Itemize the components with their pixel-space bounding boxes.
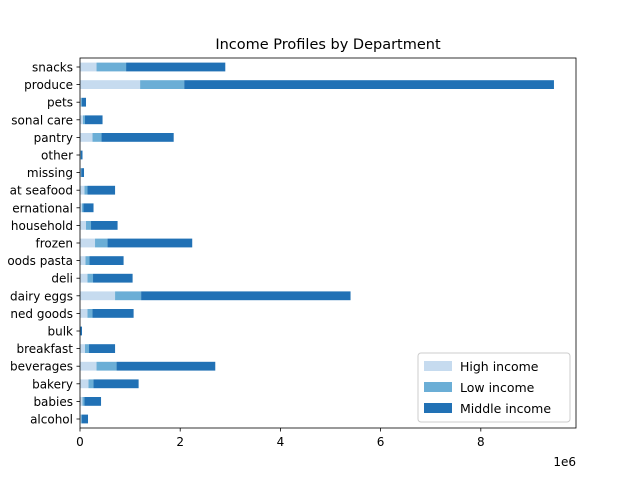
bar-canned-goods-low-income xyxy=(87,309,93,318)
y-tick-label: at seafood xyxy=(10,184,73,198)
bar-produce-low-income xyxy=(140,80,185,89)
y-tick-label: ned goods xyxy=(10,307,73,321)
bar-pantry-low-income xyxy=(92,133,102,142)
bar-household-high-income xyxy=(80,221,87,230)
bar-snacks-low-income xyxy=(96,62,127,72)
bar-pets-low-income xyxy=(81,97,83,107)
y-tick-label: dairy eggs xyxy=(10,289,73,303)
bar-household-middle-income xyxy=(91,221,118,230)
bar-beverages-middle-income xyxy=(116,361,216,371)
legend: High income Low income Middle income xyxy=(417,352,571,423)
bar-produce-high-income xyxy=(80,80,141,89)
bar-frozen-high-income xyxy=(80,238,96,248)
x-tick-label: 4 xyxy=(277,435,285,449)
y-tick-label: snacks xyxy=(32,61,73,75)
bar-breakfast-low-income xyxy=(85,344,90,353)
legend-swatch-middle-income xyxy=(424,403,452,413)
bar-other-middle-income xyxy=(80,150,83,160)
x-axis-offset-label: 1e6 xyxy=(553,455,576,469)
bar-international-middle-income xyxy=(83,203,94,213)
bar-breakfast-high-income xyxy=(80,344,86,353)
bars-group xyxy=(80,62,554,424)
bar-breakfast-middle-income xyxy=(89,344,116,353)
bar-international-low-income xyxy=(82,203,84,213)
x-tick-label: 2 xyxy=(176,435,184,449)
x-tick-label: 0 xyxy=(76,435,84,449)
y-tick-label: frozen xyxy=(35,237,73,251)
bar-babies-middle-income xyxy=(84,397,102,406)
bar-international-high-income xyxy=(80,203,83,213)
bar-bulk-middle-income xyxy=(80,326,83,336)
bar-dairy-eggs-low-income xyxy=(115,291,142,301)
bar-dry-goods-pasta-low-income xyxy=(85,256,90,265)
bar-pantry-high-income xyxy=(80,133,93,142)
y-tick-label: oods pasta xyxy=(7,254,73,268)
bar-dairy-eggs-high-income xyxy=(80,291,116,301)
bar-pantry-middle-income xyxy=(101,133,174,142)
y-tick-label: pets xyxy=(47,96,73,110)
bar-pets-middle-income xyxy=(82,97,87,107)
legend-swatch-low-income xyxy=(424,382,452,392)
bar-frozen-middle-income xyxy=(107,238,193,248)
bar-snacks-high-income xyxy=(80,62,97,72)
x-tick-label: 8 xyxy=(477,435,485,449)
bar-dairy-eggs-middle-income xyxy=(141,291,351,301)
bar-alcohol-low-income xyxy=(81,414,82,424)
bar-dry-goods-pasta-middle-income xyxy=(89,256,124,265)
bar-meat-seafood-high-income xyxy=(80,185,85,195)
y-tick-label: deli xyxy=(51,272,73,286)
bar-beverages-high-income xyxy=(80,361,97,371)
chart-title: Income Profiles by Department xyxy=(215,37,441,53)
bar-frozen-low-income xyxy=(95,238,108,248)
plot-frame xyxy=(79,57,577,429)
bar-babies-high-income xyxy=(80,397,83,406)
y-tick-label: household xyxy=(11,219,73,233)
bar-alcohol-middle-income xyxy=(81,414,89,424)
y-tick-label: other xyxy=(41,149,73,163)
bar-canned-goods-middle-income xyxy=(92,309,134,318)
x-tick-label: 6 xyxy=(377,435,385,449)
bar-dry-goods-pasta-high-income xyxy=(80,256,86,265)
bar-personal-care-middle-income xyxy=(85,115,103,125)
bar-bakery-middle-income xyxy=(93,379,139,389)
bar-missing-middle-income xyxy=(81,168,85,177)
bar-deli-high-income xyxy=(80,273,88,283)
legend-swatch-high-income xyxy=(424,361,452,371)
bar-meat-seafood-middle-income xyxy=(87,185,116,195)
y-tick-label: babies xyxy=(33,395,73,409)
y-tick-label: breakfast xyxy=(16,342,73,356)
y-tick-label: produce xyxy=(24,78,73,92)
bar-snacks-middle-income xyxy=(126,62,226,72)
x-axis-ticks: 0 2 4 6 8 xyxy=(76,428,485,449)
bar-canned-goods-high-income xyxy=(80,309,88,318)
y-tick-label: beverages xyxy=(10,360,73,374)
y-tick-label: sonal care xyxy=(11,113,73,127)
bar-meat-seafood-low-income xyxy=(84,185,88,195)
legend-box xyxy=(417,352,571,423)
y-tick-label: missing xyxy=(27,166,73,180)
y-axis-ticks: alcohol babies bakery beverages breakfast bul… xyxy=(7,61,80,427)
bar-personal-care-high-income xyxy=(80,115,84,125)
y-tick-label: ernational xyxy=(12,201,73,215)
bar-deli-middle-income xyxy=(93,273,133,283)
bar-missing-low-income xyxy=(80,168,82,177)
bar-alcohol-high-income xyxy=(80,414,82,424)
bar-bakery-high-income xyxy=(80,379,89,389)
y-tick-label: bulk xyxy=(47,325,73,339)
legend-label: Low income xyxy=(460,380,535,395)
y-tick-label: pantry xyxy=(34,131,73,145)
bar-bakery-low-income xyxy=(88,379,94,389)
bar-beverages-low-income xyxy=(96,361,117,371)
y-tick-label: bakery xyxy=(32,377,73,391)
bar-deli-low-income xyxy=(87,273,94,283)
bar-babies-low-income xyxy=(82,397,85,406)
legend-label: High income xyxy=(460,359,539,374)
y-tick-label: alcohol xyxy=(30,413,73,427)
bar-produce-middle-income xyxy=(184,80,554,89)
bar-pets-high-income xyxy=(80,97,82,107)
legend-label: Middle income xyxy=(460,401,551,416)
bar-personal-care-low-income xyxy=(83,115,86,125)
bar-household-low-income xyxy=(86,221,92,230)
